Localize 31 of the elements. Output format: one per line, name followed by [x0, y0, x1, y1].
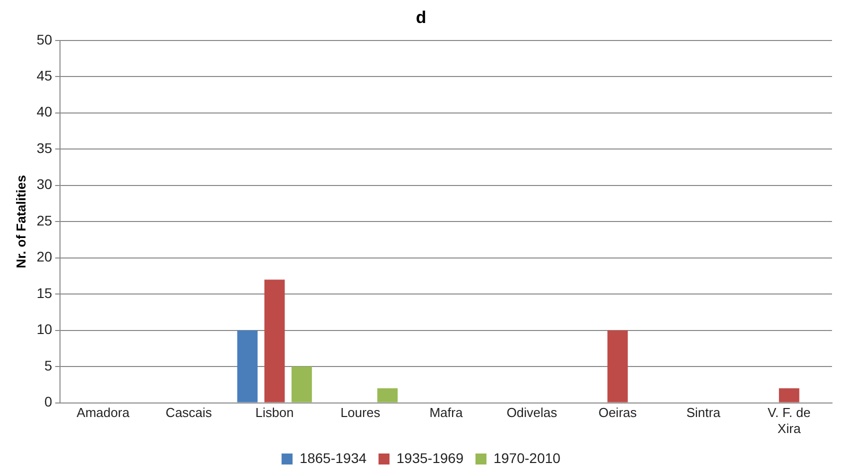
x-tick-label: Mafra: [429, 405, 464, 420]
chart-title: d: [416, 8, 426, 27]
legend-label: 1970-2010: [493, 450, 561, 466]
y-tick-label: 10: [36, 321, 52, 338]
x-tick-label: V. F. de Xira: [768, 405, 811, 436]
x-tick-label: Amadora: [76, 405, 130, 420]
bar: [607, 330, 628, 402]
y-tick-label: 25: [36, 212, 52, 228]
y-tick-label: 50: [36, 31, 52, 48]
y-tick-label: 5: [44, 357, 52, 374]
y-tick-label: 35: [36, 140, 52, 156]
y-axis-title: Nr. of Fatalities: [13, 175, 28, 268]
y-tick-label: 15: [36, 284, 52, 301]
y-tick-label: 30: [36, 176, 52, 192]
bar: [377, 388, 398, 402]
x-tick-label: Oeiras: [598, 405, 638, 420]
x-tick-label: Sintra: [686, 405, 722, 420]
bar: [237, 330, 258, 402]
x-tick-label: Cascais: [166, 405, 212, 420]
y-tick-label: 40: [36, 104, 52, 120]
bar: [778, 388, 800, 402]
legend-label: 1935-1969: [396, 450, 464, 466]
x-tick-label: Lisbon: [255, 405, 294, 420]
x-tick-label: Loures: [340, 405, 381, 420]
x-tick-label: Odivelas: [506, 405, 558, 420]
bar: [264, 280, 285, 402]
y-tick-label: 45: [36, 68, 52, 84]
y-tick-label: 20: [36, 248, 52, 265]
bar: [292, 366, 312, 402]
legend-label: 1865-1934: [300, 450, 367, 466]
y-tick-label: 0: [44, 394, 52, 410]
